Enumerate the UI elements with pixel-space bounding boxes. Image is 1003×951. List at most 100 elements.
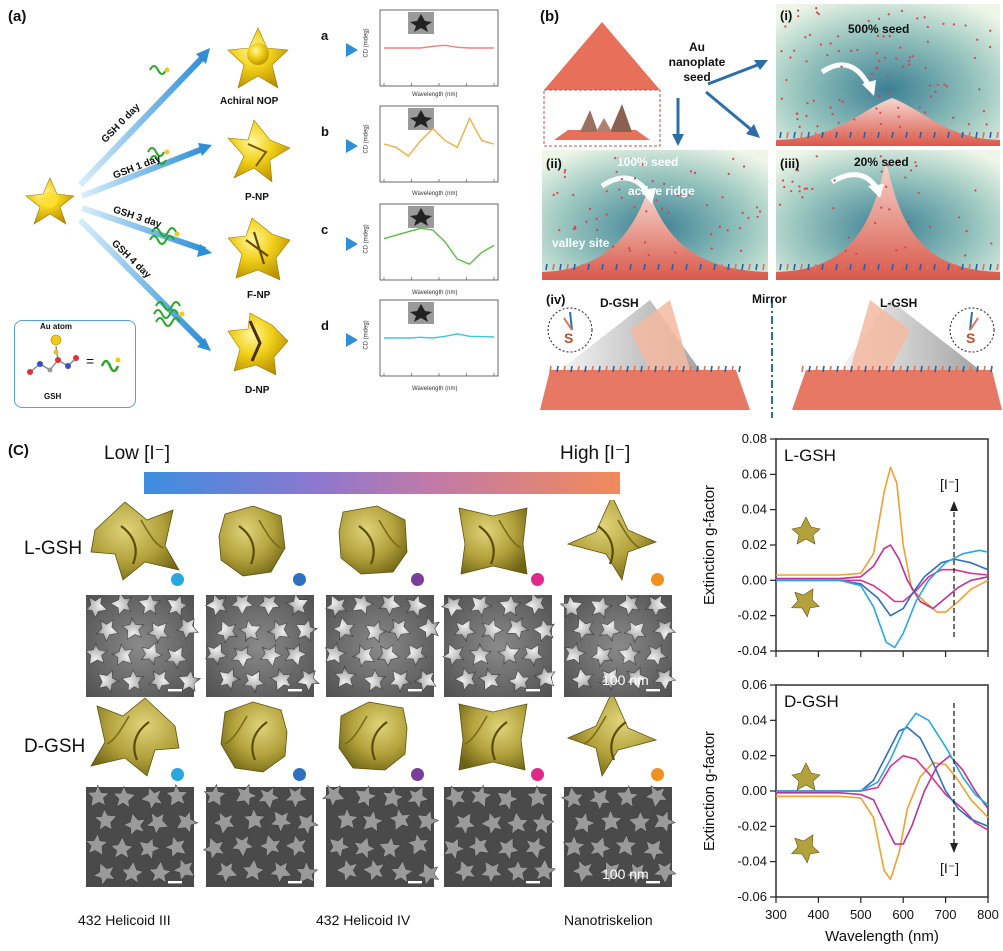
row-label-d-gsh: D-GSH (24, 736, 86, 757)
ligand-mark (878, 365, 881, 373)
mirror-label: Mirror (752, 292, 787, 306)
precursor-dot (614, 157, 617, 160)
precursor-dot (798, 190, 801, 193)
sem-particle (573, 811, 596, 835)
sem-particle (361, 809, 385, 833)
sem-particle (109, 595, 133, 616)
precursor-dot (898, 125, 902, 128)
mini-cd-curve-2 (383, 227, 495, 266)
precursor-dot (710, 233, 713, 236)
iodide-gradient-bar (144, 472, 620, 494)
dot-d-5 (651, 768, 664, 781)
precursor-dot (871, 72, 874, 76)
letter-a: a (321, 28, 329, 43)
ligand-mark (849, 263, 852, 271)
sem-particle (376, 644, 400, 667)
g-factor-ytick-label: -0.04 (737, 854, 767, 869)
sem-scale-bar (408, 881, 422, 884)
ligand-mark (821, 131, 824, 139)
precursor-dot (645, 210, 648, 213)
precursor-dot (836, 35, 840, 38)
sem-particle (176, 810, 199, 834)
sem-particle (296, 669, 320, 692)
particle-render-body (458, 507, 528, 575)
ligand-mark (968, 131, 971, 139)
ligand-mark (898, 263, 901, 271)
ligand-mark (913, 365, 916, 373)
particle-render-ridge (498, 519, 522, 549)
ligand-mark (905, 131, 908, 139)
ligand-mark (727, 263, 730, 271)
achiral-nop-particle (227, 27, 289, 89)
ligand-mark (668, 365, 671, 373)
ligand-mark (807, 263, 810, 271)
precursor-dot (897, 106, 900, 109)
precursor-dot (797, 15, 800, 18)
ligand-mark (608, 263, 611, 271)
ligand-mark (779, 131, 782, 139)
sub-label-iv: (iv) (546, 292, 566, 307)
equals-sign: = (86, 353, 95, 369)
ligand-mark (975, 131, 978, 139)
g-factor-xtick-label: 500 (850, 907, 872, 922)
ligand-mark (898, 131, 901, 139)
seed-20-label: 20% seed (854, 155, 909, 169)
ligand-mark (863, 263, 866, 271)
sem-particle (653, 810, 676, 833)
panel-b-illustration (540, 4, 1002, 420)
sem-particle (642, 839, 665, 862)
precursor-dot (605, 213, 608, 216)
ligand-mark (650, 263, 653, 271)
iodide-annotation-1: [I⁻] (940, 860, 959, 876)
sem-particle (322, 784, 346, 808)
precursor-dot (924, 66, 927, 69)
sem-particle (644, 595, 669, 618)
ligand-mark (626, 365, 629, 373)
sem-particle (571, 859, 595, 884)
particle-render (220, 701, 288, 773)
precursor-dot (841, 100, 844, 103)
mini-xlabel-a: Wavelength (nm) (412, 92, 458, 98)
precursor-dot (780, 97, 783, 100)
particle-render-ridge (344, 715, 368, 745)
ligand-mark (989, 263, 992, 271)
sem-particle (351, 595, 375, 616)
sem-particle (284, 786, 308, 809)
sem-particle (354, 785, 378, 809)
precursor-dot (952, 23, 956, 26)
ligand-mark (612, 365, 615, 373)
sem-particle (388, 807, 412, 832)
precursor-dot (605, 190, 608, 193)
precursor-dot (838, 98, 841, 102)
sem-particle (284, 643, 308, 667)
g-factor-ytick-label: 0.04 (742, 712, 767, 727)
g-factor-series-1-4 (776, 712, 989, 806)
s-label-right: S (966, 330, 976, 346)
precursor-dot (790, 190, 793, 193)
ligand-mark (717, 365, 720, 373)
ligand-mark (580, 263, 583, 271)
sem-particle (389, 670, 412, 693)
precursor-dot (917, 191, 920, 195)
precursor-dot (837, 121, 840, 124)
precursor-dot (596, 228, 599, 232)
sem-particle (203, 783, 227, 807)
sem-particle (335, 858, 358, 882)
precursor-dot (796, 169, 800, 172)
panel-b-label: (b) (540, 8, 560, 25)
g-factor-xtick-label: 300 (765, 907, 787, 922)
precursor-dot (964, 24, 967, 27)
ligand-mark (905, 263, 908, 271)
ligand-mark (671, 263, 674, 271)
ligand-mark (573, 263, 576, 271)
ligand-mark (821, 263, 824, 271)
sem-particle (205, 595, 228, 617)
precursor-dot (902, 65, 905, 68)
ligand-mark (996, 263, 999, 271)
ligand-mark (849, 131, 852, 139)
sem-particle (218, 667, 241, 691)
ligand-mark (982, 263, 985, 271)
precursor-dot (784, 25, 787, 28)
precursor-dot (888, 91, 891, 94)
g-factor-ytick-label: 0.08 (742, 431, 767, 446)
